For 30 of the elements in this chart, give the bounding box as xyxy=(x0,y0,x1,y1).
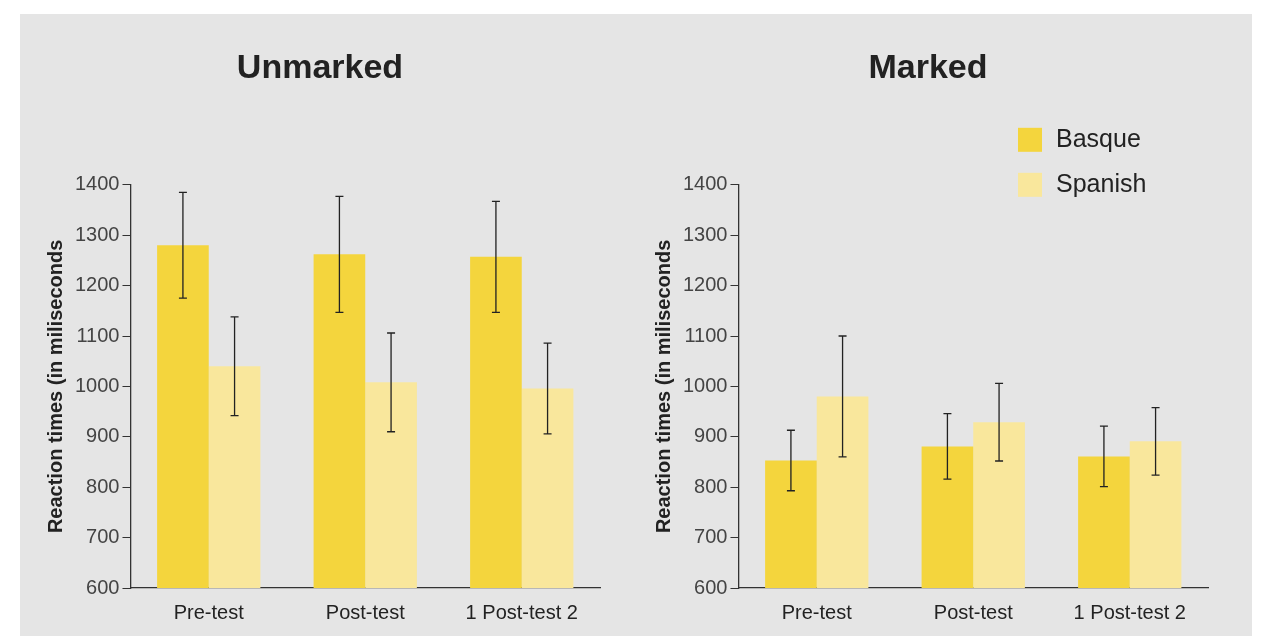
y-tick-label: 700 xyxy=(86,525,120,548)
chart-title: Marked xyxy=(868,46,988,85)
x-tick-label: 1 Post-test 2 xyxy=(1073,600,1186,623)
x-tick-label: Pre-test xyxy=(173,600,245,623)
y-tick-label: 600 xyxy=(694,575,728,598)
y-tick-label: 800 xyxy=(86,474,120,497)
y-tick-label: 1400 xyxy=(74,172,120,195)
y-tick-label: 700 xyxy=(694,525,728,548)
legend-label: Spanish xyxy=(1056,168,1147,197)
y-tick-label: 1200 xyxy=(74,273,120,296)
y-tick-label: 900 xyxy=(694,424,728,447)
y-tick-label: 1300 xyxy=(682,222,728,245)
y-tick-label: 1100 xyxy=(76,323,120,346)
y-tick-label: 1400 xyxy=(682,172,728,195)
y-tick-label: 800 xyxy=(694,474,728,497)
legend-label: Basque xyxy=(1056,123,1141,152)
y-tick-label: 1300 xyxy=(74,222,120,245)
y-axis-title: Reaction times (in miliseconds xyxy=(43,239,66,534)
x-tick-label: Pre-test xyxy=(781,600,853,623)
y-tick-label: 1000 xyxy=(74,373,120,396)
y-axis-title: Reaction times (in miliseconds xyxy=(651,239,674,534)
chart-title: Unmarked xyxy=(236,46,404,85)
y-tick-label: 1100 xyxy=(684,323,728,346)
y-tick-label: 1000 xyxy=(682,373,728,396)
y-tick-label: 900 xyxy=(86,424,120,447)
x-tick-label: Post-test xyxy=(325,600,406,623)
x-tick-label: Post-test xyxy=(933,600,1014,623)
x-tick-label: 1 Post-test 2 xyxy=(465,600,578,623)
y-tick-label: 1200 xyxy=(682,273,728,296)
y-tick-label: 600 xyxy=(86,575,120,598)
